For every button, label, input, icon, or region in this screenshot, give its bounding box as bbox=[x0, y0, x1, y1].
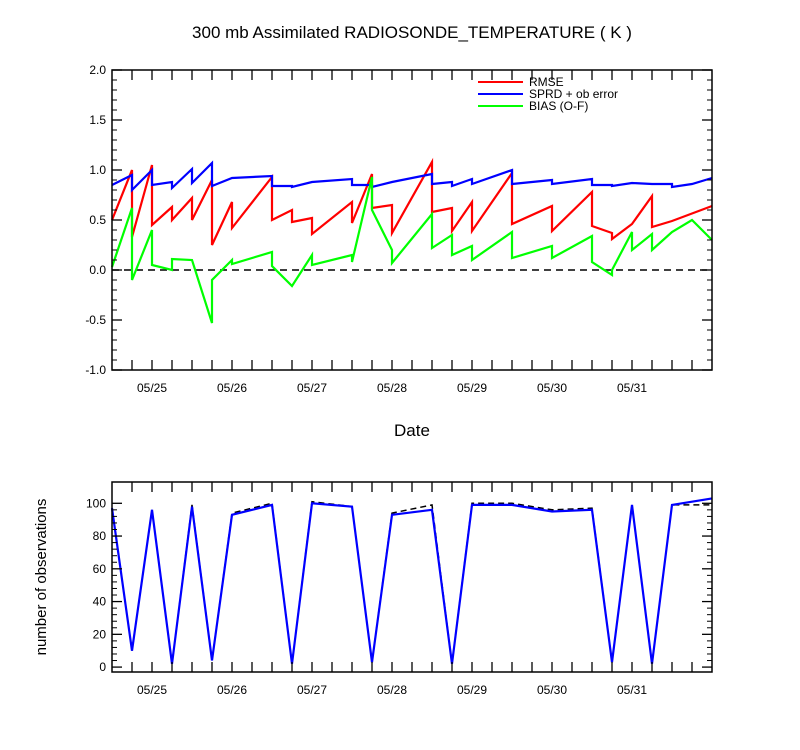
x-tick-label: 05/28 bbox=[377, 381, 407, 395]
y-tick-label: 100 bbox=[86, 496, 106, 510]
y-tick-label: 40 bbox=[93, 595, 107, 609]
x-tick-label: 05/30 bbox=[537, 683, 567, 697]
chart-title: 300 mb Assimilated RADIOSONDE_TEMPERATUR… bbox=[192, 23, 632, 42]
y-tick-label: 20 bbox=[93, 627, 107, 641]
y-tick-label: 2.0 bbox=[89, 63, 106, 77]
series-line-sprd-ob-error bbox=[111, 160, 713, 193]
x-tick-label: 05/27 bbox=[297, 381, 327, 395]
bottom-chart-x-tick-labels: 05/25 05/26 05/27 05/28 05/29 05/30 05/31 bbox=[137, 683, 647, 697]
x-tick-label: 05/31 bbox=[617, 381, 647, 395]
bottom-chart-series bbox=[110, 497, 713, 664]
top-chart-frame bbox=[111, 69, 713, 371]
top-chart-series bbox=[110, 157, 713, 324]
x-tick-label: 05/26 bbox=[217, 683, 247, 697]
y-tick-label: -0.5 bbox=[85, 313, 106, 327]
x-tick-label: 05/29 bbox=[457, 381, 487, 395]
x-tick-label: 05/25 bbox=[137, 683, 167, 697]
y-tick-label: 60 bbox=[93, 562, 107, 576]
top-chart-ticks bbox=[112, 69, 712, 371]
x-tick-label: 05/27 bbox=[297, 683, 327, 697]
x-tick-label: 05/28 bbox=[377, 683, 407, 697]
y-tick-label: 0.0 bbox=[89, 263, 106, 277]
top-chart-x-tick-labels: 05/25 05/26 05/27 05/28 05/29 05/30 05/31 bbox=[137, 381, 647, 395]
top-chart: 300 mb Assimilated RADIOSONDE_TEMPERATUR… bbox=[85, 23, 713, 440]
y-tick-label: 80 bbox=[93, 529, 107, 543]
bottom-chart-ticks bbox=[112, 482, 712, 672]
y-tick-label: 1.5 bbox=[89, 113, 106, 127]
series-line-bias-o-f bbox=[110, 176, 713, 324]
bottom-chart-y-tick-labels: 0 20 40 60 80 100 bbox=[86, 496, 106, 674]
y-tick-label: 1.0 bbox=[89, 163, 106, 177]
series-line-assimilated bbox=[110, 497, 713, 664]
y-tick-label: 0 bbox=[99, 660, 106, 674]
x-tick-label: 05/31 bbox=[617, 683, 647, 697]
x-tick-label: 05/25 bbox=[137, 381, 167, 395]
x-tick-label: 05/30 bbox=[537, 381, 567, 395]
y-tick-label: -1.0 bbox=[85, 363, 106, 377]
bottom-y-axis-label: number of observations bbox=[33, 499, 50, 656]
top-chart-y-tick-labels: -1.0 -0.5 0.0 0.5 1.0 1.5 2.0 bbox=[85, 63, 106, 377]
legend-label-rmse: RMSE bbox=[529, 75, 564, 89]
legend-label-bias-o-f: BIAS (O-F) bbox=[529, 99, 588, 113]
y-tick-label: 0.5 bbox=[89, 213, 106, 227]
legend-label-sprd-ob-error: SPRD + ob error bbox=[529, 87, 618, 101]
x-tick-label: 05/29 bbox=[457, 683, 487, 697]
x-axis-label: Date bbox=[394, 421, 430, 440]
x-tick-label: 05/26 bbox=[217, 381, 247, 395]
